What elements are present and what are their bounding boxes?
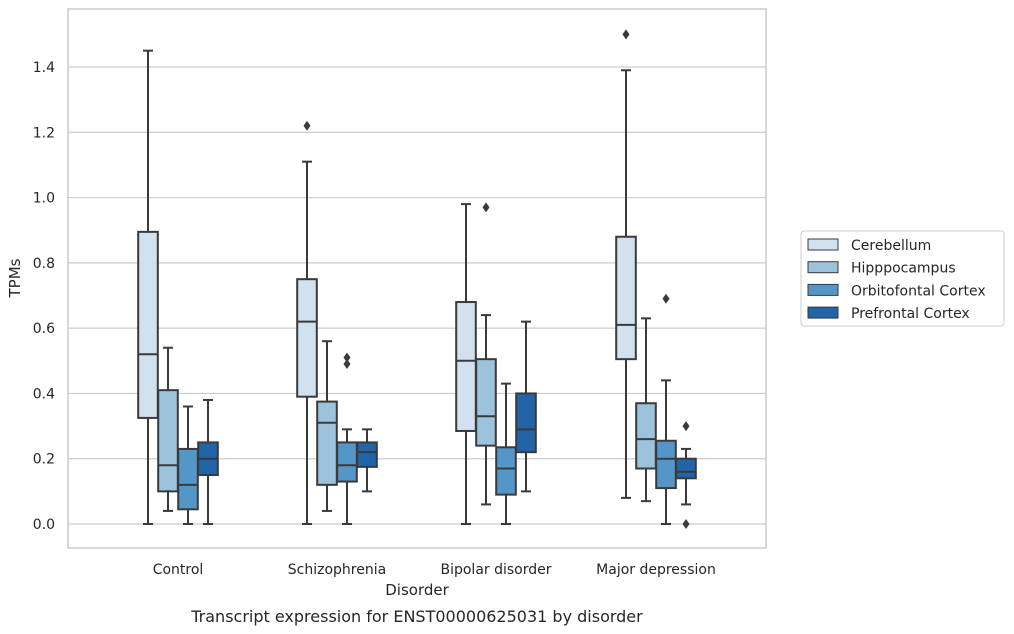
- x-tick-label: Major depression: [596, 562, 716, 578]
- iqr-box: [675, 457, 697, 480]
- y-axis-label: TPMs: [6, 258, 24, 298]
- legend-swatch: [807, 261, 839, 274]
- box-hipppocampus-major-depression: [635, 317, 657, 503]
- x-tick-labels: Control Schizophrenia Bipolar disorder Majo…: [153, 562, 716, 578]
- y-tick-label: 0.2: [33, 452, 55, 468]
- iqr-box: [455, 301, 477, 432]
- x-tick-label: Schizophrenia: [288, 562, 386, 578]
- outlier-point: [682, 421, 690, 432]
- outlier-point: [682, 519, 690, 529]
- legend-swatch: [807, 306, 839, 319]
- box-orbitofontal-cortex-schizophrenia: [336, 352, 358, 525]
- x-axis-label: Disorder: [385, 581, 449, 599]
- box-cerebellum-schizophrenia: [296, 120, 318, 525]
- iqr-box: [356, 441, 378, 468]
- box-cerebellum-control: [137, 49, 159, 525]
- legend-label: Hipppocampus: [851, 261, 956, 277]
- y-tick-label: 0.4: [33, 386, 55, 402]
- legend-frame: [800, 230, 1005, 327]
- x-tick-label: Bipolar disorder: [440, 562, 551, 578]
- plot-frame: [67, 8, 767, 549]
- y-tick-label: 1.2: [33, 125, 55, 141]
- box-cerebellum-major-depression: [615, 29, 637, 499]
- box-orbitofontal-cortex-bipolar-disorder: [495, 382, 517, 525]
- outlier-point: [482, 202, 490, 213]
- outlier-point: [662, 293, 670, 304]
- boxes: [137, 29, 697, 529]
- box-hipppocampus-control: [157, 346, 179, 512]
- box-prefrontal-cortex-major-depression: [675, 421, 697, 529]
- box-prefrontal-cortex-schizophrenia: [356, 428, 378, 493]
- legend-swatch: [807, 283, 839, 296]
- iqr-box: [336, 441, 358, 483]
- y-tick-labels: 0.0 0.2 0.4 0.6 0.8 1.0 1.2 1.4: [33, 60, 55, 533]
- legend-label: Prefrontal Cortex: [851, 306, 970, 322]
- legend: Cerebellum Hipppocampus Orbitofontal Corte…: [800, 230, 1005, 327]
- y-tick-label: 1.4: [33, 60, 55, 76]
- iqr-box: [635, 402, 657, 470]
- iqr-box: [157, 389, 179, 493]
- iqr-box: [495, 446, 517, 496]
- iqr-box: [137, 230, 159, 419]
- y-tick-label: 0.0: [33, 517, 55, 533]
- chart-caption: Transcript expression for ENST0000062503…: [190, 607, 643, 626]
- legend-items: Cerebellum Hipppocampus Orbitofontal Corte…: [807, 238, 986, 322]
- box-prefrontal-cortex-bipolar-disorder: [515, 320, 537, 493]
- box-orbitofontal-cortex-control: [177, 405, 199, 525]
- iqr-box: [515, 392, 537, 454]
- outlier-point: [343, 352, 351, 363]
- legend-label: Orbitofontal Cortex: [851, 283, 986, 299]
- x-tick-label: Control: [153, 562, 204, 578]
- outlier-point: [622, 29, 630, 40]
- iqr-box: [655, 439, 677, 490]
- y-tick-label: 1.0: [33, 191, 55, 207]
- iqr-box: [177, 447, 199, 511]
- legend-label: Cerebellum: [851, 238, 931, 254]
- legend-swatch: [807, 238, 839, 251]
- box-hipppocampus-bipolar-disorder: [475, 202, 497, 506]
- iqr-box: [296, 278, 318, 398]
- iqr-box: [316, 400, 338, 486]
- y-tick-label: 0.8: [33, 256, 55, 272]
- iqr-box: [475, 358, 497, 447]
- box-prefrontal-cortex-control: [197, 398, 219, 525]
- outlier-point: [343, 359, 351, 370]
- y-tick-label: 0.6: [33, 321, 55, 337]
- iqr-box: [615, 235, 637, 361]
- outlier-point: [303, 120, 311, 131]
